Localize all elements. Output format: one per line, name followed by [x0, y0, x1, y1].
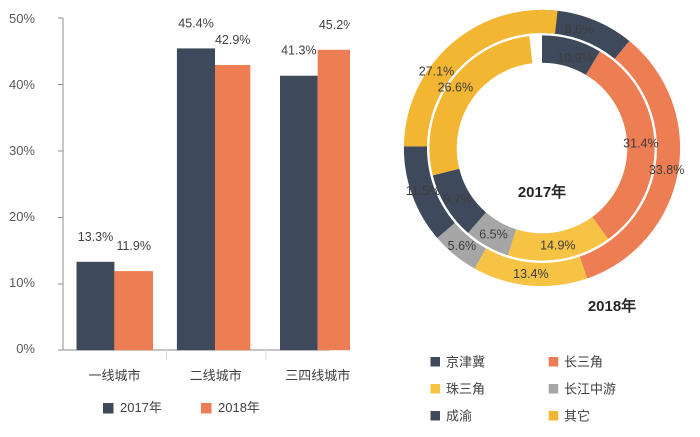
- svg-text:10.9%: 10.9%: [557, 51, 592, 65]
- svg-text:31.4%: 31.4%: [623, 137, 658, 151]
- svg-text:40%: 40%: [9, 77, 35, 92]
- svg-text:二线城市: 二线城市: [190, 368, 242, 383]
- svg-text:2018年: 2018年: [588, 297, 636, 315]
- svg-text:50%: 50%: [9, 11, 35, 26]
- svg-text:27.1%: 27.1%: [419, 64, 454, 78]
- svg-text:13.4%: 13.4%: [513, 267, 548, 281]
- svg-text:珠三角: 珠三角: [446, 382, 485, 397]
- svg-text:6.5%: 6.5%: [479, 227, 508, 241]
- svg-text:其它: 其它: [564, 409, 590, 424]
- svg-text:42.9%: 42.9%: [215, 33, 250, 47]
- svg-text:成渝: 成渝: [446, 409, 472, 424]
- svg-text:11.9%: 11.9%: [116, 239, 151, 253]
- svg-text:2017年: 2017年: [518, 183, 566, 201]
- svg-text:10%: 10%: [9, 275, 35, 290]
- svg-text:5.6%: 5.6%: [448, 239, 477, 253]
- svg-text:长江中游: 长江中游: [564, 382, 616, 397]
- svg-text:三四线城市: 三四线城市: [285, 368, 350, 383]
- svg-text:8.6%: 8.6%: [565, 22, 594, 36]
- svg-text:41.3%: 41.3%: [281, 44, 316, 58]
- svg-text:14.9%: 14.9%: [540, 239, 575, 253]
- svg-text:45.2%: 45.2%: [319, 18, 350, 32]
- svg-text:33.8%: 33.8%: [649, 163, 684, 177]
- svg-text:一线城市: 一线城市: [88, 368, 140, 383]
- svg-text:45.4%: 45.4%: [178, 17, 213, 31]
- svg-text:长三角: 长三角: [564, 355, 603, 370]
- svg-text:2017年: 2017年: [120, 400, 162, 415]
- svg-text:11.5%: 11.5%: [406, 184, 441, 198]
- svg-text:20%: 20%: [9, 209, 35, 224]
- svg-text:26.6%: 26.6%: [438, 81, 473, 95]
- svg-text:2018年: 2018年: [218, 400, 260, 415]
- svg-text:9.7%: 9.7%: [443, 193, 472, 207]
- svg-text:30%: 30%: [9, 143, 35, 158]
- svg-text:京津冀: 京津冀: [446, 355, 485, 370]
- svg-text:0%: 0%: [16, 341, 35, 356]
- svg-text:13.3%: 13.3%: [78, 230, 113, 244]
